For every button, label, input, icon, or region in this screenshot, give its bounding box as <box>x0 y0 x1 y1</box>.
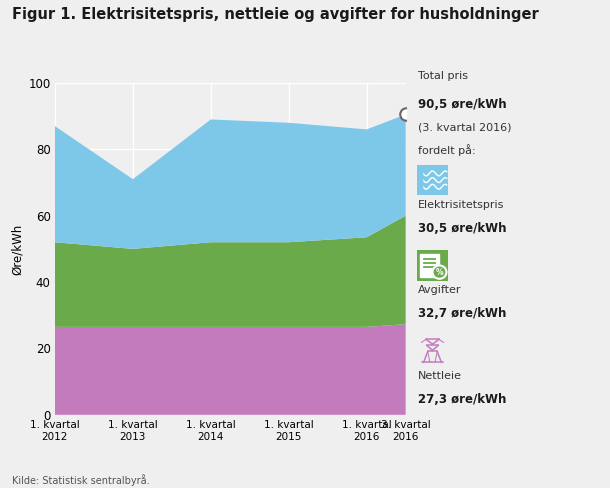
Bar <box>417 165 422 195</box>
Circle shape <box>432 265 447 279</box>
Bar <box>420 254 439 277</box>
Text: 30,5 øre/kWh: 30,5 øre/kWh <box>418 222 506 235</box>
Y-axis label: Øre/kWh: Øre/kWh <box>12 223 24 275</box>
Text: 27,3 øre/kWh: 27,3 øre/kWh <box>418 393 506 406</box>
Text: Elektrisitetspris: Elektrisitetspris <box>418 200 504 210</box>
Text: Total pris: Total pris <box>418 71 468 81</box>
Text: Nettleie: Nettleie <box>418 371 462 381</box>
Text: 32,7 øre/kWh: 32,7 øre/kWh <box>418 307 506 321</box>
Text: Kilde: Statistisk sentralbyrå.: Kilde: Statistisk sentralbyrå. <box>12 474 150 486</box>
Text: (3. kvartal 2016): (3. kvartal 2016) <box>418 122 511 132</box>
Text: %: % <box>436 267 443 277</box>
Text: 90,5 øre/kWh: 90,5 øre/kWh <box>418 98 506 111</box>
Text: Avgifter: Avgifter <box>418 285 461 295</box>
Text: Figur 1. Elektrisitetspris, nettleie og avgifter for husholdninger: Figur 1. Elektrisitetspris, nettleie og … <box>12 7 539 22</box>
Text: fordelt på:: fordelt på: <box>418 144 475 156</box>
